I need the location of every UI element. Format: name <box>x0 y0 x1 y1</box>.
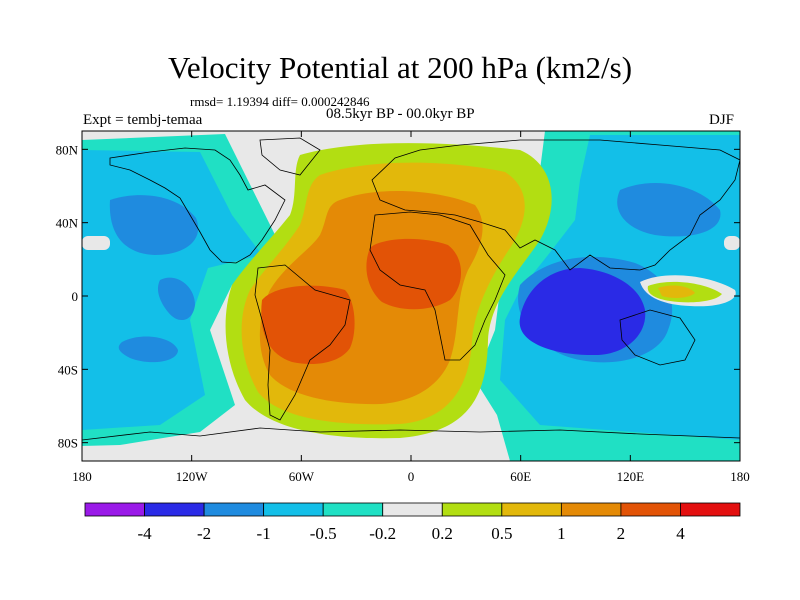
colorbar-label: 2 <box>617 524 626 543</box>
colorbar-swatch <box>382 502 443 517</box>
colorbar-swatch <box>263 502 324 517</box>
x-tick-label: 180 <box>72 469 92 484</box>
x-tick-label: 180 <box>730 469 750 484</box>
x-tick-label: 120E <box>617 469 645 484</box>
contour-pacific-east-minus1-b <box>617 182 721 237</box>
colorbar-label: -1 <box>257 524 271 543</box>
contour-wpac-plus05 <box>658 285 695 298</box>
contour-pacific-west-minus1-c <box>118 336 178 363</box>
colorbar-swatch <box>322 502 384 517</box>
contour-neutral-patch-east <box>724 236 740 250</box>
y-tick-label: 0 <box>72 289 79 304</box>
coastline-australia <box>619 309 696 366</box>
contour-pacific-west-minus1 <box>109 195 199 255</box>
colorbar-label: 4 <box>676 524 685 543</box>
colorbar-swatch <box>203 502 265 517</box>
colorbar-swatch <box>560 502 622 517</box>
x-tick-label: 60W <box>289 469 315 484</box>
colorbar-label: 1 <box>557 524 566 543</box>
contour-neutral-patch-west <box>82 236 110 250</box>
colorbar-label: 0.2 <box>432 524 453 543</box>
contour-indian-ocean-minus2 <box>519 268 646 356</box>
colorbar-label: 0.5 <box>491 524 512 543</box>
x-tick-label: 60E <box>510 469 531 484</box>
y-tick-label: 80S <box>58 436 78 451</box>
chart-title: Velocity Potential at 200 hPa (km2/s) <box>167 50 633 85</box>
contour-south-america-plus2 <box>261 285 355 365</box>
contour-africa-plus2 <box>366 238 462 310</box>
x-tick-label: 120W <box>176 469 209 484</box>
colorbar-label: -2 <box>197 524 211 543</box>
colorbar: -4 -2 -1 -0.5 -0.2 0.2 0.5 1 2 4 <box>84 502 741 543</box>
experiment-label: Expt = tembj-temaa <box>83 112 203 128</box>
colorbar-swatch <box>144 502 205 517</box>
colorbar-label: -0.2 <box>369 524 396 543</box>
colorbar-swatch <box>501 502 562 517</box>
colorbar-swatch <box>620 502 681 517</box>
contour-pacific-west-minus1-b <box>157 277 195 321</box>
y-tick-label: 40S <box>58 362 78 377</box>
coastline-africa <box>369 211 506 361</box>
colorbar-swatch <box>84 502 145 517</box>
colorbar-swatch <box>680 502 741 517</box>
season-label: DJF <box>709 112 735 128</box>
y-tick-label: 40N <box>56 216 79 231</box>
coastline-greenland <box>259 137 321 176</box>
axes: 180 120W 60W 0 60E 120E 180 80N 40N 0 40S 80S <box>56 131 750 484</box>
coastline-north-america <box>109 147 286 264</box>
rmsd-diff-stats: rmsd= 1.19394 diff= 0.000242846 <box>190 94 370 109</box>
colorbar-swatch <box>441 502 503 517</box>
y-tick-label: 80N <box>56 142 79 157</box>
period-label: 08.5kyr BP - 00.0kyr BP <box>326 106 475 122</box>
x-tick-label: 0 <box>408 469 415 484</box>
colorbar-label: -4 <box>137 524 152 543</box>
colorbar-label: -0.5 <box>310 524 337 543</box>
coastline-eurasia <box>371 139 740 271</box>
coastline-south-america <box>254 264 351 421</box>
contour-fields <box>82 131 740 461</box>
coastline-antarctica <box>82 427 740 441</box>
continent-outlines <box>82 137 740 441</box>
